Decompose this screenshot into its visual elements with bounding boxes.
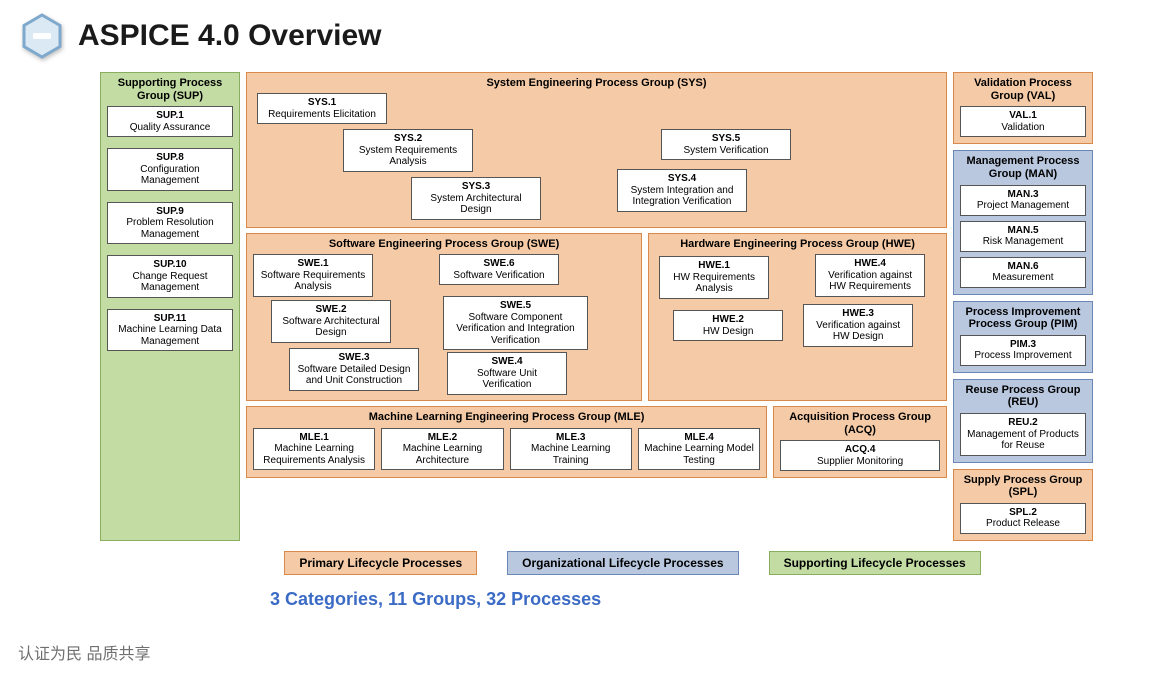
process-swe-2: SWE.2Software Architectural Design: [271, 300, 391, 343]
group-acq: Acquisition Process Group (ACQ) ACQ.4Sup…: [773, 406, 947, 478]
process-hwe-1: HWE.1HW Requirements Analysis: [659, 256, 769, 299]
process-hwe-4: HWE.4Verification against HW Requirement…: [815, 254, 925, 297]
process-sys-5: SYS.5System Verification: [661, 129, 791, 160]
process-sup-9: SUP.9Problem Resolution Management: [107, 202, 233, 245]
process-sup-10: SUP.10Change Request Management: [107, 255, 233, 298]
group-title-hwe: Hardware Engineering Process Group (HWE): [655, 238, 940, 251]
group-hwe: Hardware Engineering Process Group (HWE)…: [648, 233, 947, 401]
process-man-6: MAN.6Measurement: [960, 257, 1086, 288]
group-man: Management Process Group (MAN) MAN.3Proj…: [953, 150, 1093, 294]
legend: Primary Lifecycle Processes Organization…: [100, 551, 1165, 575]
process-val-1: VAL.1Validation: [960, 106, 1086, 137]
process-mle-2: MLE.2Machine Learning Architecture: [381, 428, 503, 471]
mle-process-row: MLE.1Machine Learning Requirements Analy…: [253, 428, 760, 471]
spl-process-list: SPL.2Product Release: [960, 503, 1086, 534]
group-title-pim: Process Improvement Process Group (PIM): [960, 306, 1086, 331]
right-column: Validation Process Group (VAL) VAL.1Vali…: [953, 72, 1093, 541]
group-title-val: Validation Process Group (VAL): [960, 77, 1086, 102]
group-pim: Process Improvement Process Group (PIM) …: [953, 301, 1093, 373]
header: ASPICE 4.0 Overview: [0, 0, 1165, 68]
group-mle: Machine Learning Engineering Process Gro…: [246, 406, 767, 478]
group-title-acq: Acquisition Process Group (ACQ): [780, 411, 940, 436]
man-process-list: MAN.3Project Management MAN.5Risk Managem…: [960, 185, 1086, 288]
process-pim-3: PIM.3Process Improvement: [960, 335, 1086, 366]
mid-column: System Engineering Process Group (SYS) S…: [246, 72, 947, 541]
process-sys-1: SYS.1Requirements Elicitation: [257, 93, 387, 124]
legend-organizational: Organizational Lifecycle Processes: [507, 551, 738, 575]
process-mle-1: MLE.1Machine Learning Requirements Analy…: [253, 428, 375, 471]
process-sup-8: SUP.8Configuration Management: [107, 148, 233, 191]
sup-process-list: SUP.1Quality Assurance SUP.8Configuration…: [107, 106, 233, 357]
group-title-mle: Machine Learning Engineering Process Gro…: [253, 411, 760, 424]
process-swe-1: SWE.1Software Requirements Analysis: [253, 254, 373, 297]
legend-supporting: Supporting Lifecycle Processes: [769, 551, 981, 575]
group-title-swe: Software Engineering Process Group (SWE): [253, 238, 635, 251]
process-man-5: MAN.5Risk Management: [960, 221, 1086, 252]
process-sys-2: SYS.2System Requirements Analysis: [343, 129, 473, 172]
process-spl-2: SPL.2Product Release: [960, 503, 1086, 534]
process-swe-5: SWE.5Software Component Verification and…: [443, 296, 588, 350]
group-sys: System Engineering Process Group (SYS) S…: [246, 72, 947, 228]
diagram: Supporting Process Group (SUP) SUP.1Qual…: [100, 72, 1135, 541]
footer-text: 认证为民 品质共享: [18, 640, 150, 664]
group-sup: Supporting Process Group (SUP) SUP.1Qual…: [100, 72, 240, 541]
summary-text: 3 Categories, 11 Groups, 32 Processes: [270, 589, 1165, 610]
process-acq-4: ACQ.4Supplier Monitoring: [780, 440, 940, 471]
group-title-sup: Supporting Process Group (SUP): [107, 77, 233, 102]
page-title: ASPICE 4.0 Overview: [78, 19, 382, 53]
group-spl: Supply Process Group (SPL) SPL.2Product …: [953, 469, 1093, 541]
process-reu-2: REU.2Management of Products for Reuse: [960, 413, 1086, 456]
legend-primary: Primary Lifecycle Processes: [284, 551, 477, 575]
group-val: Validation Process Group (VAL) VAL.1Vali…: [953, 72, 1093, 144]
process-swe-3: SWE.3Software Detailed Design and Unit C…: [289, 348, 419, 391]
process-sys-3: SYS.3System Architectural Design: [411, 177, 541, 220]
process-swe-6: SWE.6Software Verification: [439, 254, 559, 285]
val-process-list: VAL.1Validation: [960, 106, 1086, 137]
process-sys-4: SYS.4System Integration and Integration …: [617, 169, 747, 212]
pim-process-list: PIM.3Process Improvement: [960, 335, 1086, 366]
process-sup-1: SUP.1Quality Assurance: [107, 106, 233, 137]
group-reu: Reuse Process Group (REU) REU.2Managemen…: [953, 379, 1093, 463]
group-title-sys: System Engineering Process Group (SYS): [253, 77, 940, 90]
process-swe-4: SWE.4Software Unit Verification: [447, 352, 567, 395]
process-man-3: MAN.3Project Management: [960, 185, 1086, 216]
process-mle-4: MLE.4Machine Learning Model Testing: [638, 428, 760, 471]
reu-process-list: REU.2Management of Products for Reuse: [960, 413, 1086, 456]
process-mle-3: MLE.3Machine Learning Training: [510, 428, 632, 471]
process-hwe-2: HWE.2HW Design: [673, 310, 783, 341]
group-title-man: Management Process Group (MAN): [960, 155, 1086, 180]
group-swe: Software Engineering Process Group (SWE)…: [246, 233, 642, 401]
hexagon-minus-icon: [18, 12, 66, 60]
acq-process-list: ACQ.4Supplier Monitoring: [780, 440, 940, 471]
process-sup-11: SUP.11Machine Learning Data Management: [107, 309, 233, 352]
group-title-reu: Reuse Process Group (REU): [960, 384, 1086, 409]
process-hwe-3: HWE.3Verification against HW Design: [803, 304, 913, 347]
group-title-spl: Supply Process Group (SPL): [960, 474, 1086, 499]
